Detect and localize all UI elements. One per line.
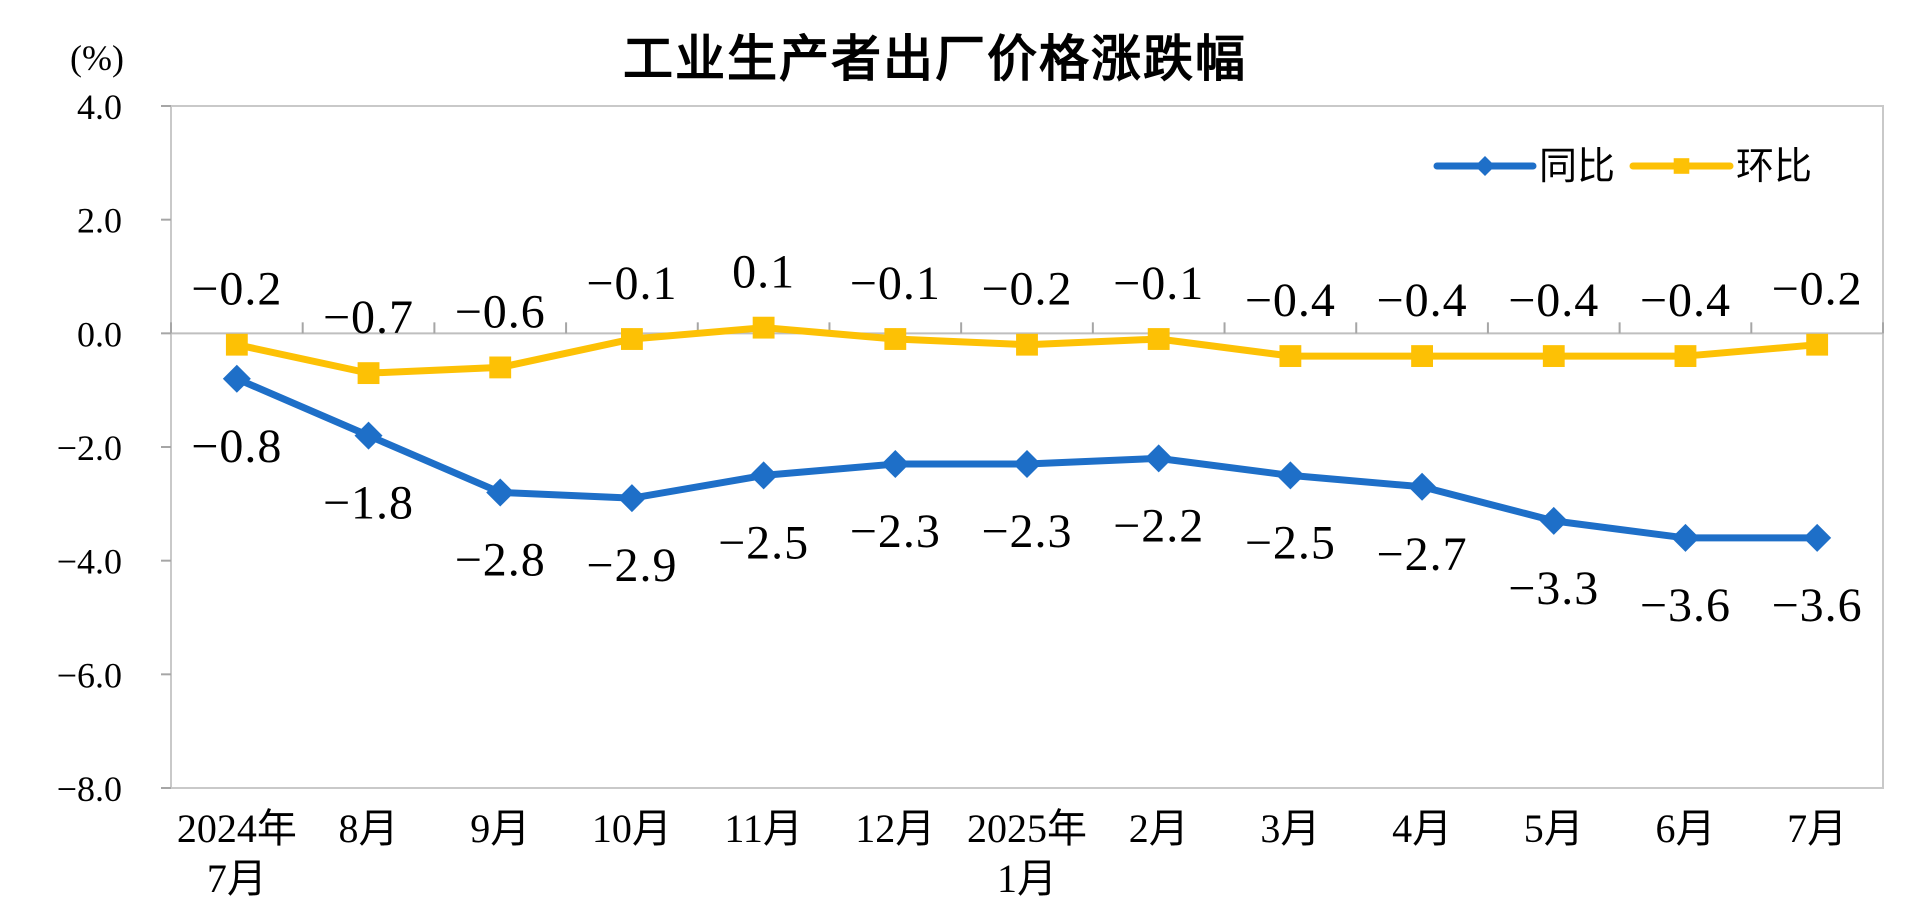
data-label: −0.2	[981, 263, 1072, 316]
legend-marker-同比	[1475, 156, 1495, 176]
data-label: −1.8	[323, 477, 414, 530]
data-label: −0.1	[586, 257, 677, 310]
series-marker-同比	[749, 461, 778, 490]
data-label: −2.5	[718, 516, 809, 569]
data-label: −0.6	[455, 285, 546, 338]
legend-marker-环比	[1673, 158, 1690, 174]
y-axis-tick-label: −2.0	[57, 428, 122, 468]
series-marker-同比	[1144, 444, 1173, 473]
series-marker-同比	[222, 364, 251, 393]
y-axis-tick-label: 0.0	[77, 314, 122, 354]
x-axis-tick-label: 7月	[1787, 806, 1847, 851]
data-label: −2.7	[1377, 528, 1468, 581]
data-label: −2.3	[981, 505, 1072, 558]
series-marker-同比	[486, 478, 515, 507]
series-marker-环比	[1674, 345, 1697, 367]
series-marker-环比	[884, 328, 907, 350]
data-label: −0.2	[1772, 263, 1863, 316]
series-marker-同比	[617, 484, 646, 513]
series-marker-同比	[1803, 523, 1832, 552]
series-marker-同比	[1408, 472, 1437, 501]
x-axis-tick-label: 10月	[592, 806, 672, 851]
series-marker-环比	[225, 333, 248, 356]
x-axis-tick-label: 1月	[997, 856, 1057, 901]
data-label: 0.1	[732, 246, 795, 299]
x-axis-tick-label: 3月	[1260, 806, 1320, 851]
x-axis-tick-label: 11月	[724, 806, 803, 851]
data-label: −0.4	[1508, 274, 1599, 327]
series-marker-环比	[752, 316, 775, 339]
series-marker-同比	[1276, 461, 1305, 490]
y-axis-tick-label: −4.0	[57, 542, 122, 582]
data-label: −2.8	[455, 533, 546, 586]
series-marker-环比	[1147, 328, 1170, 350]
y-axis-tick-label: −8.0	[57, 769, 122, 809]
series-marker-环比	[1279, 345, 1302, 367]
series-marker-同比	[1539, 506, 1568, 535]
data-label: −2.3	[850, 505, 941, 558]
data-label: −0.2	[191, 263, 282, 316]
series-marker-环比	[1016, 333, 1038, 356]
plot-area: 4.0 2.0 0.0 −2.0 −4.0 −6.0 −8.0 2024年 7月 8月 9月 10月 1…	[57, 87, 1884, 901]
series-marker-环比	[1411, 345, 1433, 367]
y-axis-tick-label: 2.0	[77, 201, 122, 241]
data-label: −3.3	[1508, 562, 1599, 615]
x-axis-tick-label: 7月	[207, 856, 267, 901]
series-marker-环比	[357, 362, 380, 385]
x-axis-tick-label: 2025年	[967, 806, 1087, 851]
series-marker-环比	[489, 356, 512, 379]
data-label: −0.7	[323, 291, 414, 344]
x-axis-tick-label: 2月	[1129, 806, 1189, 851]
x-axis-tick-label: 6月	[1655, 806, 1715, 851]
series-marker-环比	[621, 328, 643, 350]
x-axis-tick-label: 9月	[470, 806, 530, 851]
y-axis-tick-label: 4.0	[77, 87, 122, 127]
data-label: −0.4	[1377, 274, 1468, 327]
data-label: −2.9	[586, 539, 677, 592]
data-label: −3.6	[1640, 579, 1731, 632]
plot-border	[170, 105, 1884, 789]
data-label: −0.4	[1245, 274, 1336, 327]
legend-label: 环比	[1736, 146, 1812, 188]
series-marker-同比	[1671, 523, 1700, 552]
x-axis-tick-label: 4月	[1392, 806, 1452, 851]
data-label: −0.1	[850, 257, 941, 310]
x-axis-tick-label: 5月	[1524, 806, 1584, 851]
data-label: −0.4	[1640, 274, 1731, 327]
series-marker-同比	[354, 421, 383, 450]
series-marker-同比	[1013, 450, 1041, 479]
data-label: −0.8	[191, 420, 282, 473]
data-label: −2.2	[1113, 499, 1204, 552]
y-axis-tick-label: −6.0	[57, 655, 122, 695]
data-label: −2.5	[1245, 516, 1336, 569]
data-label: −3.6	[1772, 579, 1863, 632]
legend-label: 同比	[1539, 146, 1615, 188]
series-marker-环比	[1806, 333, 1829, 356]
series-marker-同比	[881, 450, 910, 479]
x-axis-tick-label: 2024年	[177, 806, 297, 851]
data-label: −0.1	[1113, 257, 1204, 310]
series-marker-环比	[1542, 345, 1565, 367]
y-axis-unit-label: (%)	[70, 38, 124, 78]
x-axis-tick-label: 8月	[339, 806, 399, 851]
chart-title: 工业生产者出厂价格涨跌幅	[623, 31, 1247, 87]
x-axis-tick-label: 12月	[855, 806, 935, 851]
